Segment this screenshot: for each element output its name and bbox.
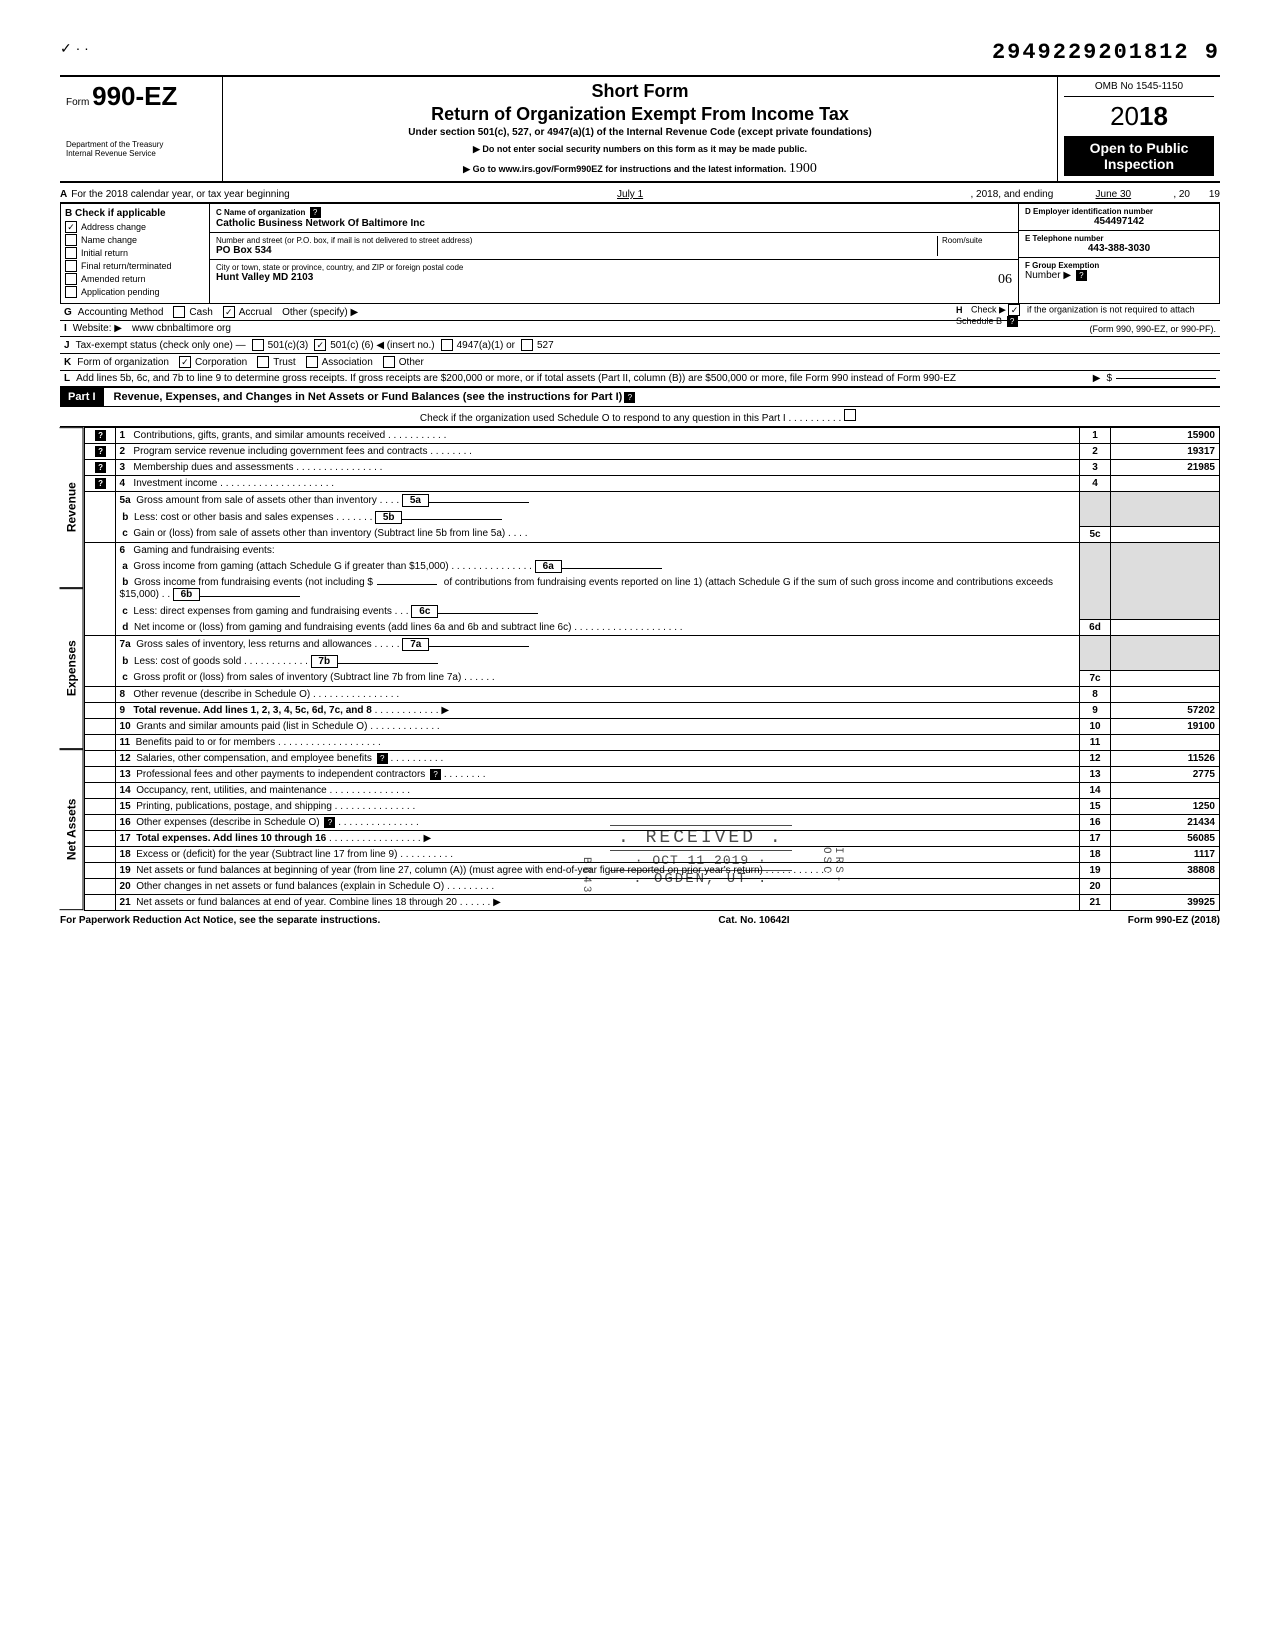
city-state-zip: Hunt Valley MD 2103: [216, 272, 313, 283]
cb-527[interactable]: [521, 339, 533, 351]
cb-initial-return[interactable]: [65, 247, 77, 259]
netassets-side-label: Net Assets: [60, 749, 84, 910]
cb-other[interactable]: [383, 356, 395, 368]
note-ssn: ▶ Do not enter social security numbers o…: [231, 144, 1049, 155]
cb-corp[interactable]: ✓: [179, 356, 191, 368]
expenses-side-label: Expenses: [60, 588, 84, 749]
cb-501c[interactable]: ✓: [314, 339, 326, 351]
tracking-number: 2949229201812 9: [992, 40, 1220, 65]
return-title: Return of Organization Exempt From Incom…: [231, 104, 1049, 125]
short-form-title: Short Form: [231, 81, 1049, 102]
cb-schedule-o[interactable]: [844, 409, 856, 421]
cb-pending[interactable]: [65, 286, 77, 298]
cb-4947[interactable]: [441, 339, 453, 351]
help-icon: ?: [1076, 270, 1087, 281]
financial-table: ?1 Contributions, gifts, grants, and sim…: [84, 427, 1220, 911]
top-marks: ✓ · ·: [60, 40, 89, 57]
footer-catno: Cat. No. 10642I: [718, 915, 789, 926]
cb-address-change[interactable]: ✓: [65, 221, 77, 233]
col-b-checkboxes: B Check if applicable ✓Address change Na…: [61, 204, 210, 303]
form-number: Form 990-EZ: [66, 81, 216, 112]
org-name: Catholic Business Network Of Baltimore I…: [216, 218, 425, 229]
cb-final-return[interactable]: [65, 260, 77, 272]
cb-501c3[interactable]: [252, 339, 264, 351]
help-icon: ?: [624, 392, 635, 403]
dept-treasury: Department of the Treasury: [66, 140, 216, 149]
cb-accrual[interactable]: ✓: [223, 306, 235, 318]
omb-number: OMB No 1545-1150: [1064, 81, 1214, 97]
ein: 454497142: [1025, 216, 1213, 227]
footer-paperwork: For Paperwork Reduction Act Notice, see …: [60, 915, 380, 926]
irs-label: Internal Revenue Service: [66, 149, 216, 158]
revenue-side-label: Revenue: [60, 427, 84, 588]
help-icon: ?: [310, 207, 321, 218]
line-a: A For the 2018 calendar year, or tax yea…: [60, 187, 1220, 203]
footer-formno: Form 990-EZ (2018): [1128, 915, 1220, 926]
subtitle: Under section 501(c), 527, or 4947(a)(1)…: [231, 127, 1049, 138]
telephone: 443-388-3030: [1025, 243, 1213, 254]
cb-trust[interactable]: [257, 356, 269, 368]
part1-header: Part I: [60, 388, 104, 406]
cb-assoc[interactable]: [306, 356, 318, 368]
cb-amended[interactable]: [65, 273, 77, 285]
cb-name-change[interactable]: [65, 234, 77, 246]
schedule-b-note: (Form 990, 990-EZ, or 990-PF).: [1089, 324, 1216, 334]
part1-title: Revenue, Expenses, and Changes in Net As…: [114, 391, 623, 403]
website: www cbnbaltimore org: [132, 323, 231, 334]
note-url: ▶ Go to www.irs.gov/Form990EZ for instru…: [231, 161, 1049, 177]
cb-schedule-b[interactable]: ✓: [1008, 304, 1020, 316]
tax-year: 2018: [1064, 101, 1214, 132]
open-public-badge: Open to Public Inspection: [1064, 136, 1214, 176]
schedule-o-check: Check if the organization used Schedule …: [60, 407, 1220, 427]
street-address: PO Box 534: [216, 245, 272, 256]
cb-cash[interactable]: [173, 306, 185, 318]
